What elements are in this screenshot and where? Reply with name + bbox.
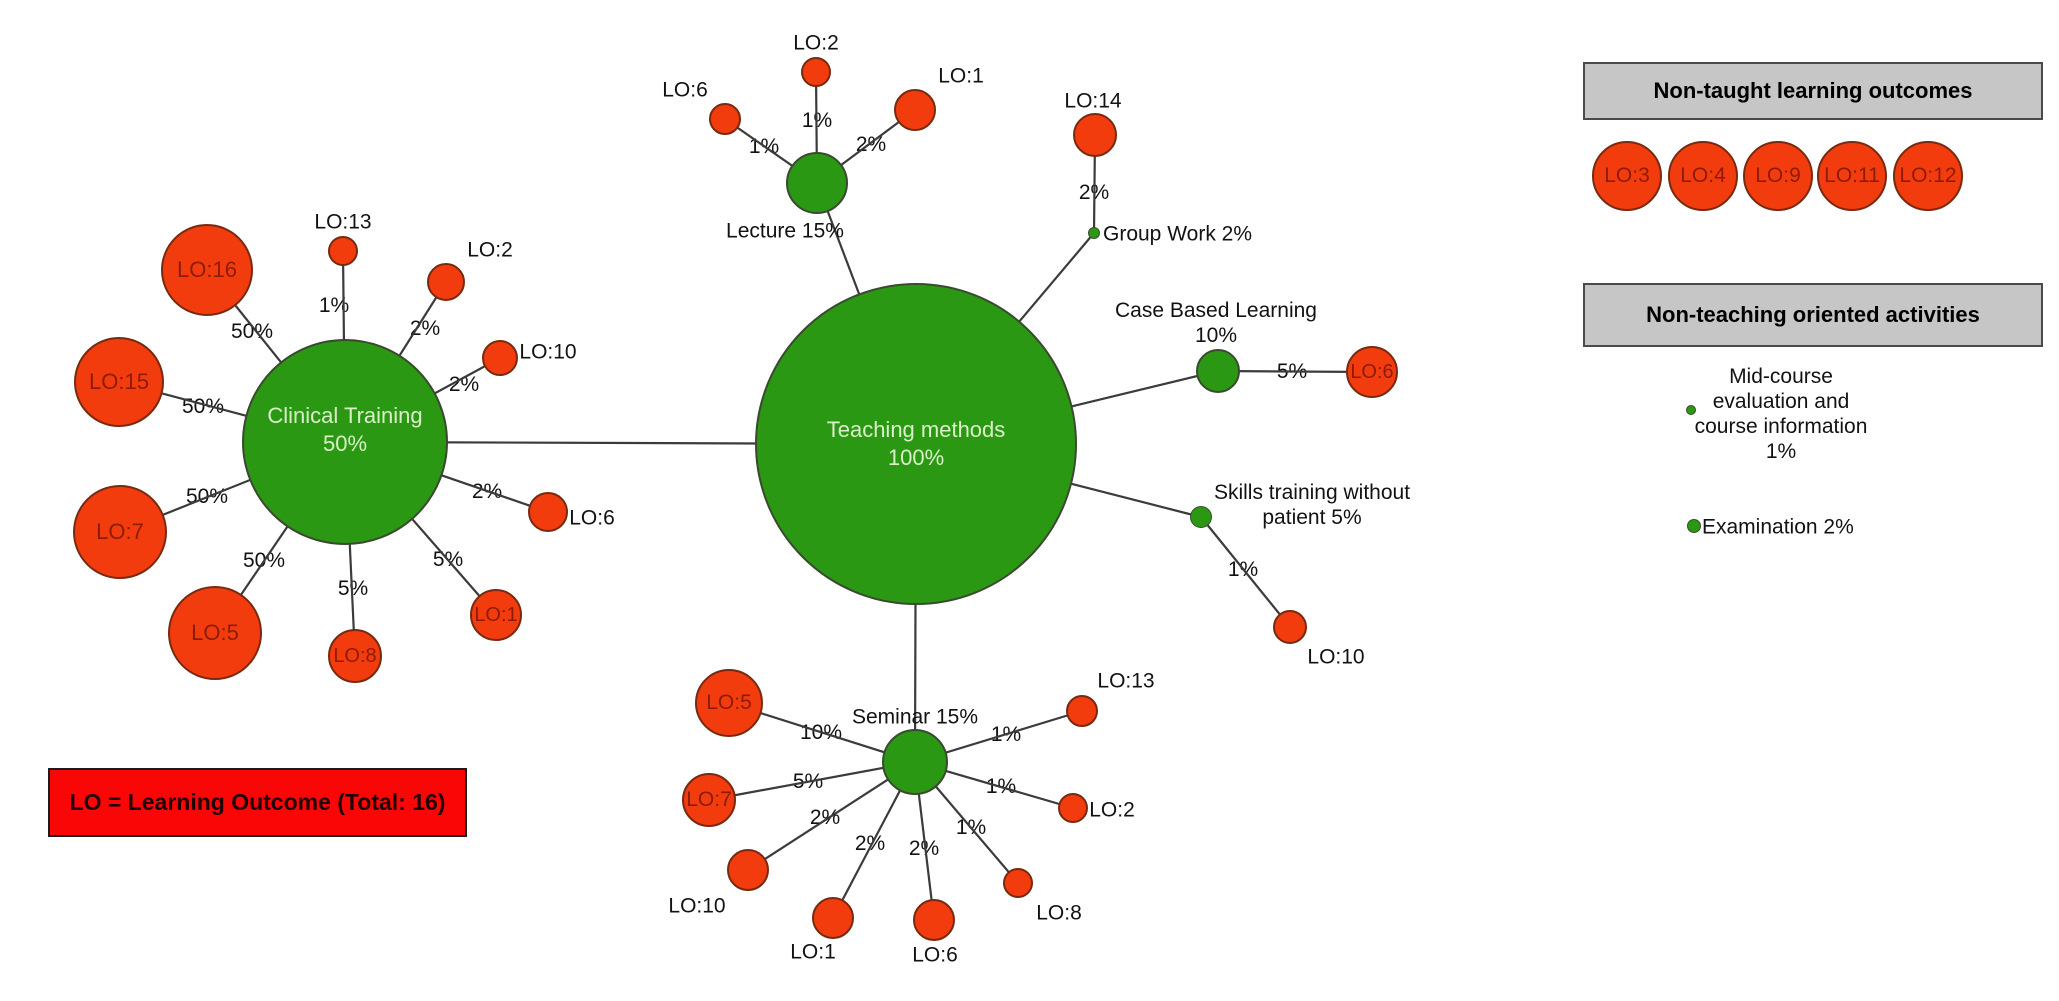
edge-pct-label: 2% [809,806,841,829]
outcome-node-clinical-lo5: LO:5 [168,586,262,680]
non-teaching-header: Non-teaching oriented activities [1583,283,2043,347]
outcome-node-seminar-lo5: LO:5 [695,669,763,737]
non-taught-outcome-lo9: LO:9 [1743,141,1813,211]
edge-pct-label: 5% [1276,360,1308,383]
outcome-node-clinical-lo7: LO:7 [73,485,167,579]
outcome-node-seminar-lo10 [727,849,769,891]
non-taught-outcome-lo4: LO:4 [1668,141,1738,211]
activity-label-mid-course-evaluation: Mid-course evaluation and course informati… [1694,365,1868,463]
activity-node-group-work [1088,227,1100,239]
outcome-label-clinical-lo10: LO:10 [519,340,577,364]
outcome-label-seminar-lo10: LO:10 [668,894,726,918]
outcome-node-clinical-lo8: LO:8 [328,629,382,683]
activity-label-group-work: Group Work 2% [1103,222,1252,246]
activity-node-clinical-training: Clinical Training 50% [242,339,448,545]
non-taught-outcome-lo11: LO:11 [1817,141,1887,211]
outcome-label-groupwork-lo14: LO:14 [1064,89,1122,113]
outcome-node-skills-lo10 [1273,610,1307,644]
edge-pct-label: 50% [185,485,229,508]
activity-node-case-based-learning [1196,349,1240,393]
edge-pct-label: 1% [801,109,833,132]
outcome-node-case-lo6: LO:6 [1346,346,1398,398]
edge-pct-label: 1% [990,723,1022,746]
edge-pct-label: 5% [792,770,824,793]
outcome-node-lecture-lo1 [894,89,936,131]
non-taught-header-title: Non-taught learning outcomes [1653,78,1973,103]
outcome-node-seminar-lo13 [1066,695,1098,727]
edge-pct-label: 1% [955,816,987,839]
outcome-node-clinical-lo15: LO:15 [74,337,164,427]
activity-label-lecture: Lecture 15% [726,219,844,243]
outcome-node-clinical-lo13 [328,236,358,266]
outcome-label-lecture-lo1: LO:1 [938,64,984,88]
edge-pct-label: 1% [1227,558,1259,581]
outcome-label-lecture-lo6: LO:6 [662,78,708,102]
edge-pct-label: 2% [855,133,887,156]
edge-pct-label: 2% [448,373,480,396]
edge-pct-label: 2% [908,837,940,860]
edge-pct-label: 1% [748,135,780,158]
outcome-node-clinical-lo1: LO:1 [470,589,522,641]
outcome-node-lecture-lo6 [709,103,741,135]
legend-text: LO = Learning Outcome (Total: 16) [69,789,446,815]
outcome-node-clinical-lo6 [528,492,568,532]
outcome-label-seminar-lo13: LO:13 [1097,669,1155,693]
activity-label-case-based-learning: Case Based Learning 10% [1115,299,1317,347]
outcome-node-seminar-lo6 [913,899,955,941]
edge-pct-label: 50% [242,549,286,572]
outcome-node-seminar-lo2 [1058,793,1088,823]
outcome-label-clinical-lo13: LO:13 [314,210,372,234]
outcome-label-seminar-lo6: LO:6 [912,943,958,967]
outcome-node-lecture-lo2 [801,57,831,87]
edge-pct-label: 2% [409,317,441,340]
outcome-label-seminar-lo2: LO:2 [1089,798,1135,822]
activity-label-seminar: Seminar 15% [851,705,979,729]
outcome-label-seminar-lo8: LO:8 [1036,901,1082,925]
activity-label-examination: Examination 2% [1702,515,1854,539]
non-taught-outcome-lo3: LO:3 [1592,141,1662,211]
activity-node-teaching-methods: Teaching methods 100% [755,283,1077,605]
outcome-node-clinical-lo2 [427,263,465,301]
activity-node-lecture [786,152,848,214]
edge-pct-label: 1% [985,775,1017,798]
edge-pct-label: 50% [230,320,274,343]
edge-pct-label: 2% [471,480,503,503]
non-taught-header: Non-taught learning outcomes [1583,62,2043,120]
edge-pct-label: 10% [799,721,843,744]
outcome-node-seminar-lo1 [812,897,854,939]
outcome-node-clinical-lo16: LO:16 [161,224,253,316]
outcome-node-seminar-lo8 [1003,868,1033,898]
outcome-node-clinical-lo10 [482,340,518,376]
outcome-label-seminar-lo1: LO:1 [790,940,836,964]
non-teaching-header-title: Non-teaching oriented activities [1646,302,1980,327]
edge-pct-label: 50% [181,395,225,418]
outcome-label-lecture-lo2: LO:2 [793,31,839,55]
outcome-label-skills-lo10: LO:10 [1307,645,1365,669]
activity-node-skills-training [1190,506,1212,528]
edge-pct-label: 1% [318,294,350,317]
outcome-label-clinical-lo2: LO:2 [467,238,513,262]
edge-pct-label: 5% [432,548,464,571]
non-taught-outcome-lo12: LO:12 [1893,141,1963,211]
activity-node-seminar [882,729,948,795]
edge-pct-label: 2% [854,832,886,855]
activity-dot-examination [1687,519,1701,533]
outcome-node-groupwork-lo14 [1073,113,1117,157]
edge-pct-label: 5% [337,577,369,600]
activity-label-skills-training: Skills training without patient 5% [1213,481,1411,529]
activity-dot-mid-course-evaluation [1686,405,1696,415]
outcome-label-clinical-lo6: LO:6 [569,506,615,530]
legend-box: LO = Learning Outcome (Total: 16) [48,768,467,837]
outcome-node-seminar-lo7: LO:7 [682,773,736,827]
edge-pct-label: 2% [1078,181,1110,204]
